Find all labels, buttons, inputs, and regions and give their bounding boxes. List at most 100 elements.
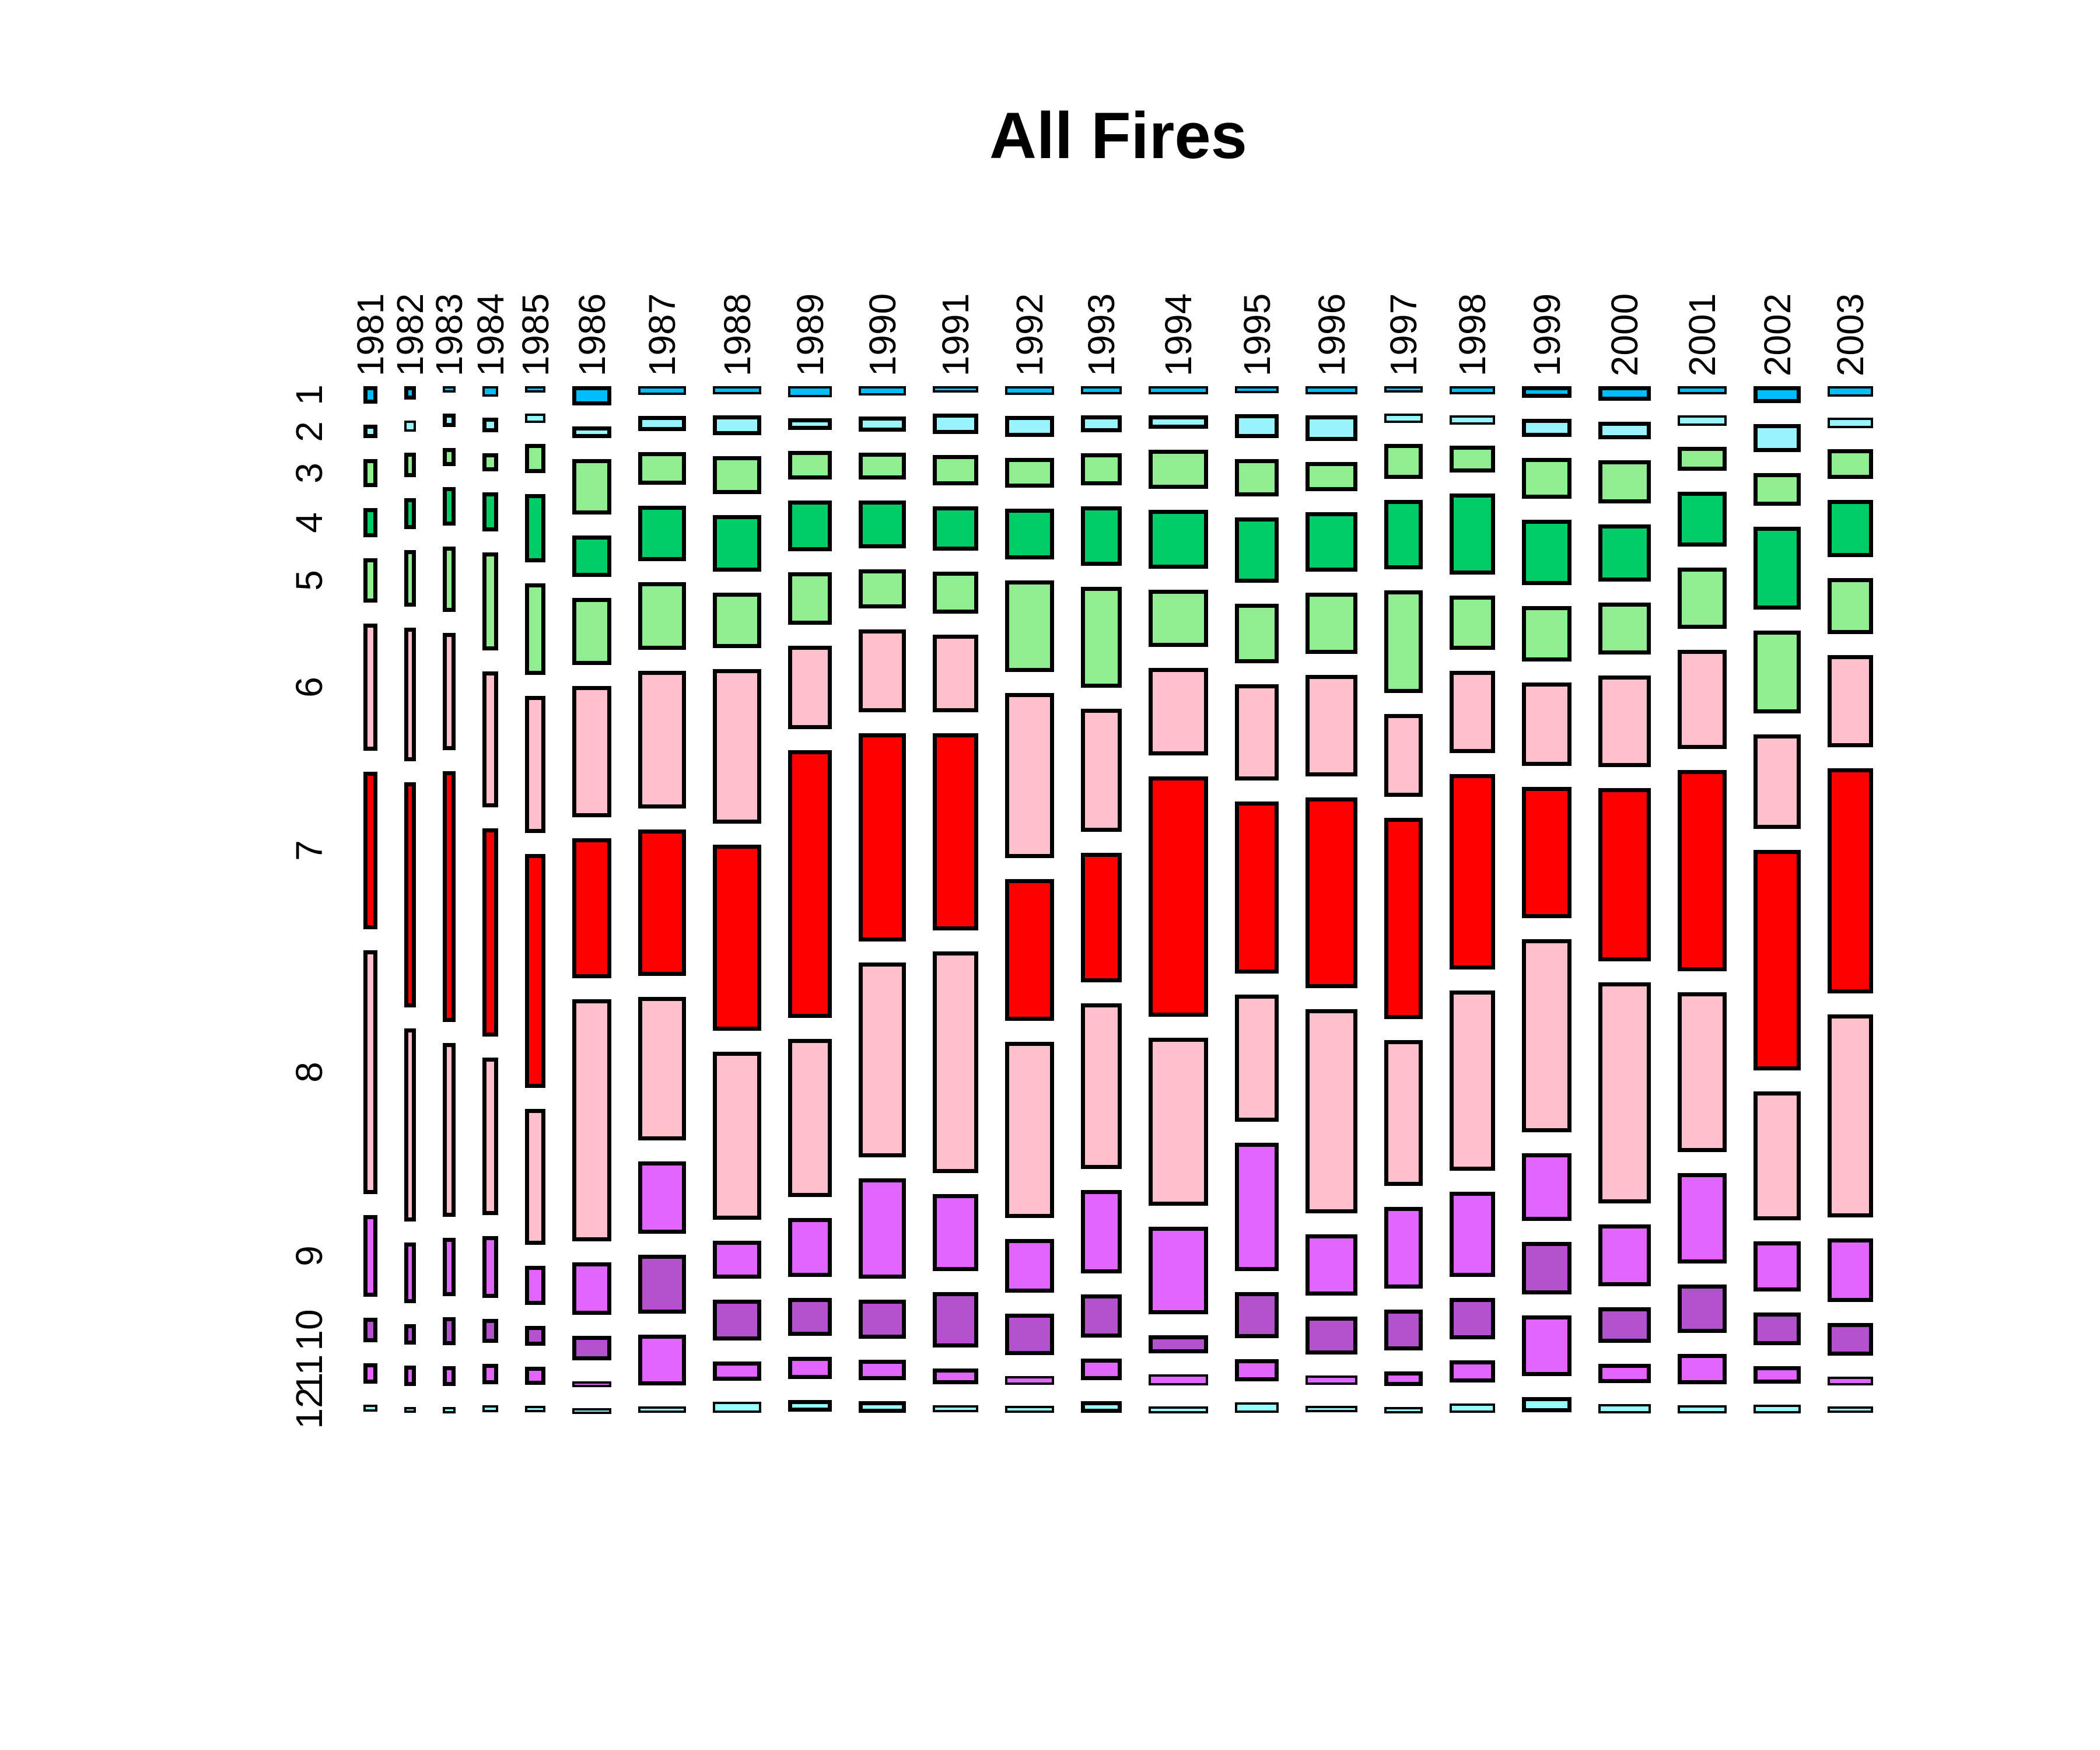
mosaic-cell-1997-m12 — [1384, 1407, 1423, 1413]
mosaic-cell-2001-m10 — [1678, 1284, 1727, 1333]
mosaic-cell-1985-m9 — [525, 1266, 545, 1305]
mosaic-cell-1990-m4 — [859, 501, 906, 548]
mosaic-cell-1986-m9 — [572, 1262, 611, 1315]
mosaic-cell-1989-m4 — [788, 501, 832, 551]
mosaic-cell-1999-m11 — [1522, 1315, 1572, 1376]
mosaic-cell-1987-m12 — [638, 1406, 686, 1413]
mosaic-cell-1989-m1 — [788, 386, 832, 397]
mosaic-cell-1991-m7 — [933, 733, 978, 930]
year-label-1982: 1982 — [389, 293, 431, 377]
mosaic-cell-2000-m8 — [1598, 982, 1651, 1203]
mosaic-cell-1997-m9 — [1384, 1207, 1423, 1289]
mosaic-cell-2000-m10 — [1598, 1307, 1651, 1343]
mosaic-cell-2000-m4 — [1598, 524, 1651, 582]
mosaic-cell-1982-m1 — [404, 386, 416, 400]
mosaic-cell-2000-m1 — [1598, 386, 1651, 401]
mosaic-cell-2002-m10 — [1754, 1312, 1801, 1345]
mosaic-cell-1992-m10 — [1005, 1314, 1054, 1355]
mosaic-cell-1994-m10 — [1149, 1335, 1208, 1353]
month-label-3: 3 — [288, 463, 330, 484]
mosaic-cell-1986-m3 — [572, 459, 611, 514]
mosaic-cell-1990-m8 — [859, 963, 906, 1157]
year-label-2000: 2000 — [1604, 293, 1646, 377]
mosaic-cell-1991-m10 — [933, 1292, 978, 1348]
mosaic-cell-2003-m6 — [1828, 655, 1873, 747]
mosaic-cell-1993-m11 — [1081, 1359, 1122, 1380]
mosaic-cell-1992-m4 — [1005, 509, 1054, 559]
mosaic-cell-1984-m5 — [482, 552, 498, 650]
mosaic-cell-1996-m7 — [1306, 797, 1357, 988]
mosaic-cell-1989-m5 — [788, 572, 832, 625]
mosaic-cell-1983-m10 — [443, 1317, 456, 1345]
mosaic-cell-1993-m5 — [1081, 587, 1122, 688]
mosaic-cell-1995-m2 — [1235, 414, 1279, 438]
year-label-1996: 1996 — [1310, 293, 1353, 377]
mosaic-cell-2002-m5 — [1754, 631, 1801, 713]
mosaic-cell-1993-m6 — [1081, 709, 1122, 832]
mosaic-cell-1984-m3 — [482, 453, 498, 471]
mosaic-cell-1988-m9 — [713, 1241, 761, 1279]
mosaic-cell-2003-m11 — [1828, 1377, 1873, 1385]
mosaic-cell-1985-m1 — [525, 386, 545, 393]
mosaic-cell-1992-m11 — [1005, 1376, 1054, 1385]
mosaic-cell-1982-m8 — [404, 1028, 416, 1222]
mosaic-cell-1990-m2 — [859, 416, 906, 432]
mosaic-cell-1995-m12 — [1235, 1402, 1279, 1413]
mosaic-cell-1985-m12 — [525, 1406, 545, 1412]
mosaic-cell-1982-m10 — [404, 1324, 416, 1345]
mosaic-cell-2001-m4 — [1678, 492, 1727, 547]
mosaic-cell-1994-m7 — [1149, 776, 1208, 1017]
mosaic-cell-1981-m6 — [363, 624, 377, 751]
mosaic-cell-1983-m8 — [443, 1043, 456, 1217]
mosaic-cell-1996-m4 — [1306, 512, 1357, 572]
mosaic-cell-1999-m6 — [1522, 682, 1572, 766]
mosaic-cell-1992-m1 — [1005, 386, 1054, 395]
mosaic-cell-2003-m10 — [1828, 1323, 1873, 1356]
mosaic-cell-1998-m4 — [1450, 494, 1495, 575]
mosaic-cell-1999-m9 — [1522, 1153, 1572, 1221]
year-label-2001: 2001 — [1681, 293, 1723, 377]
mosaic-cell-1992-m12 — [1005, 1406, 1054, 1413]
mosaic-cell-1985-m4 — [525, 494, 545, 562]
mosaic-cell-2001-m11 — [1678, 1354, 1727, 1384]
mosaic-cell-2001-m8 — [1678, 992, 1727, 1152]
mosaic-cell-1981-m4 — [363, 508, 377, 537]
mosaic-cell-1988-m6 — [713, 669, 761, 824]
mosaic-cell-1984-m6 — [482, 671, 498, 807]
mosaic-cell-1981-m8 — [363, 950, 377, 1194]
mosaic-cell-1998-m5 — [1450, 596, 1495, 650]
mosaic-cell-1993-m2 — [1081, 415, 1122, 432]
mosaic-cell-1990-m9 — [859, 1178, 906, 1279]
mosaic-cell-1989-m7 — [788, 750, 832, 1018]
mosaic-cell-2000-m6 — [1598, 676, 1651, 767]
year-label-1995: 1995 — [1236, 293, 1278, 377]
mosaic-cell-1989-m9 — [788, 1218, 832, 1277]
mosaic-cell-1992-m3 — [1005, 458, 1054, 488]
mosaic-cell-2003-m8 — [1828, 1014, 1873, 1217]
mosaic-cell-1996-m6 — [1306, 675, 1357, 776]
mosaic-cell-2000-m12 — [1598, 1404, 1651, 1413]
mosaic-cell-1983-m7 — [443, 771, 456, 1022]
mosaic-cell-1982-m3 — [404, 453, 416, 477]
year-label-1991: 1991 — [935, 293, 977, 377]
mosaic-cell-1993-m3 — [1081, 453, 1122, 485]
mosaic-cell-1985-m6 — [525, 696, 545, 833]
mosaic-cell-2002-m9 — [1754, 1241, 1801, 1292]
mosaic-cell-1994-m4 — [1149, 510, 1208, 569]
mosaic-cell-1992-m8 — [1005, 1042, 1054, 1218]
mosaic-cell-1998-m7 — [1450, 774, 1495, 970]
mosaic-cell-1997-m1 — [1384, 386, 1423, 393]
mosaic-cell-2001-m5 — [1678, 568, 1727, 629]
mosaic-cell-1988-m10 — [713, 1300, 761, 1340]
mosaic-cell-1982-m7 — [404, 782, 416, 1007]
mosaic-cell-2001-m2 — [1678, 415, 1727, 426]
mosaic-cell-1985-m8 — [525, 1109, 545, 1245]
mosaic-cell-1983-m2 — [443, 414, 456, 427]
mosaic-cell-1982-m11 — [404, 1366, 416, 1386]
mosaic-cell-2002-m7 — [1754, 850, 1801, 1070]
mosaic-cell-1995-m10 — [1235, 1292, 1279, 1338]
mosaic-cell-1987-m7 — [638, 830, 686, 976]
mosaic-cell-2001-m6 — [1678, 650, 1727, 749]
mosaic-cell-2002-m3 — [1754, 473, 1801, 506]
mosaic-cell-1999-m12 — [1522, 1397, 1572, 1412]
